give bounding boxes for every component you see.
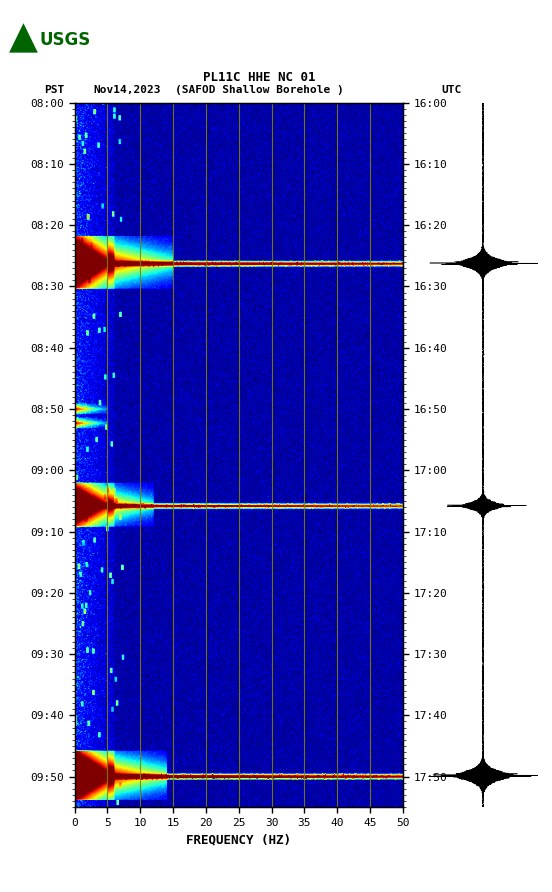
Text: UTC: UTC (442, 85, 462, 95)
Text: Nov14,2023: Nov14,2023 (94, 85, 161, 95)
Text: USGS: USGS (40, 31, 91, 49)
Text: PL11C HHE NC 01: PL11C HHE NC 01 (203, 71, 316, 84)
Polygon shape (9, 23, 38, 53)
Text: PST: PST (44, 85, 65, 95)
X-axis label: FREQUENCY (HZ): FREQUENCY (HZ) (186, 833, 291, 847)
Text: (SAFOD Shallow Borehole ): (SAFOD Shallow Borehole ) (175, 85, 344, 95)
